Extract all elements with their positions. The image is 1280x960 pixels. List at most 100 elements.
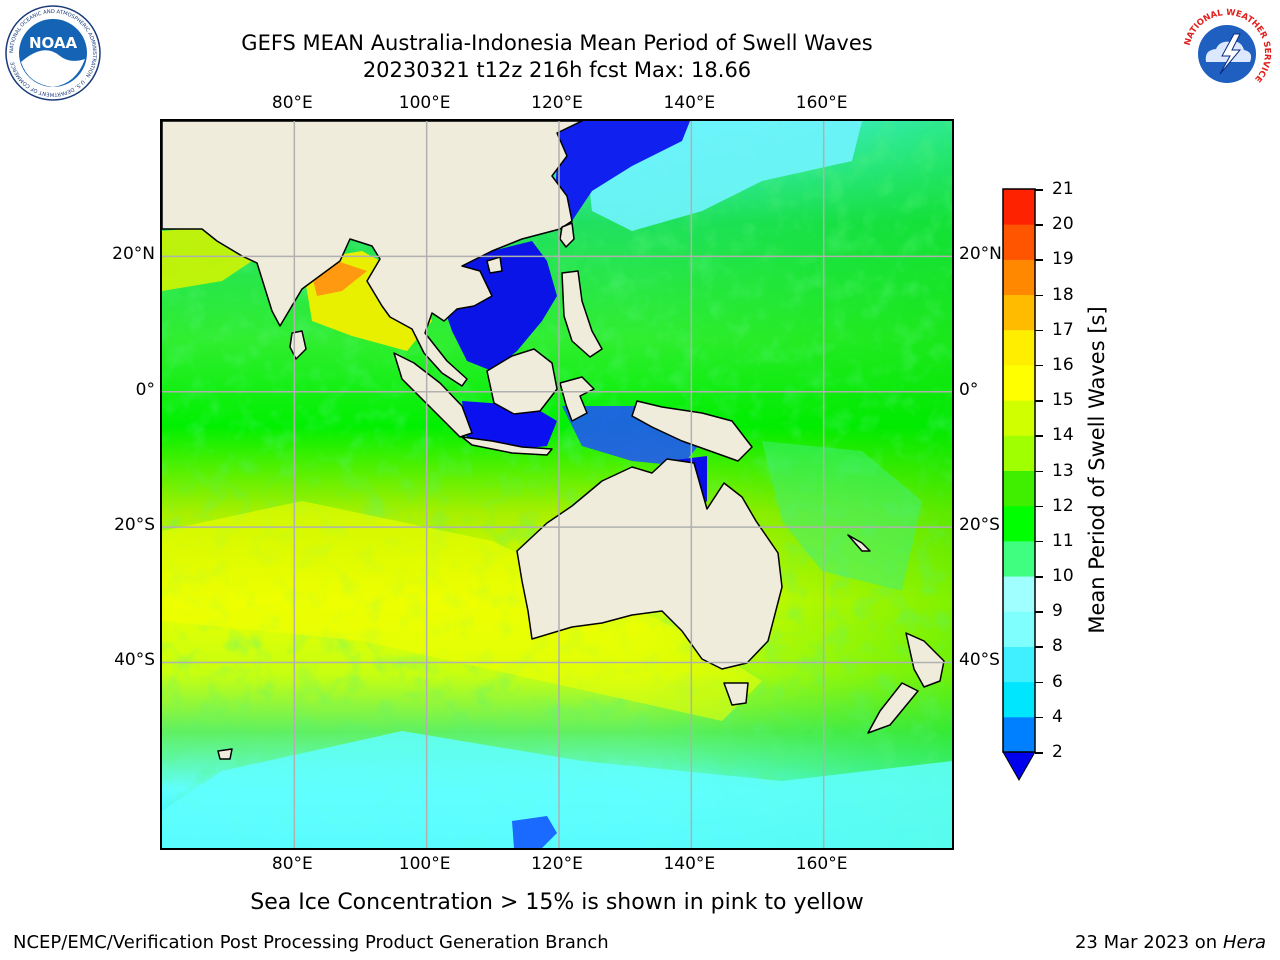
colorbar-tick-mark — [1035, 294, 1043, 297]
land-hainan — [486, 256, 503, 274]
land-new-zealand-north — [905, 632, 945, 688]
lon-tick-label-top: 120°E — [531, 93, 583, 113]
swell-patch-coral-sea — [762, 441, 922, 591]
swell-patch-southern-ocean-cyan — [162, 731, 952, 848]
colorbar-tick-mark — [1035, 400, 1043, 402]
colorbar-tick-mark — [1035, 681, 1043, 684]
lat-tick-label-right: 20°N — [959, 244, 1002, 265]
colorbar-under-triangle — [1002, 751, 1036, 782]
land-new-caledonia — [847, 534, 871, 552]
colorbar-tick-mark — [1035, 752, 1043, 754]
land-tasmania — [723, 682, 749, 706]
lon-tick-label-bottom: 160°E — [795, 854, 848, 874]
lat-tick-label-right: 40°S — [959, 650, 1000, 671]
colorbar-bin — [1003, 716, 1035, 753]
lat-tick-label-left: 40°S — [114, 650, 155, 671]
swell-patch-east-china-sea — [547, 121, 690, 221]
colorbar-tick-mark — [1035, 224, 1043, 226]
colorbar-tick-mark — [1035, 470, 1043, 472]
colorbar-bin — [1003, 646, 1035, 683]
run-host: Hera — [1222, 932, 1266, 953]
swell-period-map — [162, 121, 952, 848]
land-borneo — [486, 348, 558, 415]
swell-patch-java-sea — [462, 401, 557, 451]
colorbar-tick-label: 16 — [1052, 354, 1074, 375]
colorbar-tick-label: 20 — [1052, 214, 1074, 235]
colorbar-bin — [1003, 470, 1035, 507]
colorbar-tick-label: 6 — [1052, 671, 1063, 692]
colorbar-tick-mark — [1035, 259, 1043, 261]
colorbar-tick-mark — [1035, 540, 1043, 543]
colorbar-bin — [1003, 329, 1035, 366]
colorbar-bin — [1003, 294, 1035, 331]
swell-patch-southern-ocean-blue — [512, 816, 557, 848]
run-date: 23 Mar 2023 on Hera — [1075, 932, 1266, 953]
colorbar-tick-label: 17 — [1052, 319, 1074, 340]
colorbar-tick-mark — [1035, 576, 1043, 578]
colorbar-bin — [1003, 505, 1035, 542]
colorbar-bin — [1003, 435, 1035, 471]
colorbar-bin — [1003, 681, 1035, 718]
colorbar-tick-label: 12 — [1052, 495, 1074, 516]
colorbar-tick-mark — [1035, 716, 1043, 719]
land-new-zealand-south — [867, 682, 919, 734]
colorbar-tick-mark — [1035, 611, 1043, 613]
lon-tick-label-bottom: 80°E — [271, 854, 313, 874]
colorbar-tick-label: 21 — [1052, 179, 1074, 199]
land-taiwan — [559, 222, 575, 248]
lat-tick-label-left: 0° — [135, 379, 155, 400]
land-kerguelen — [217, 748, 233, 760]
lat-tick-label-left: 20°S — [114, 515, 155, 536]
colorbar-tick-mark — [1035, 364, 1043, 367]
colorbar-bin — [1003, 400, 1035, 436]
land-java — [461, 436, 553, 456]
sea-ice-footnote: Sea Ice Concentration > 15% is shown in … — [250, 890, 864, 915]
lon-tick-label-top: 160°E — [795, 93, 848, 113]
colorbar-tick-label: 4 — [1052, 706, 1063, 727]
colorbar-tick-label: 14 — [1052, 425, 1074, 446]
swell-patch-southern-indian-yellow — [162, 501, 762, 721]
colorbar-tick-label: 9 — [1052, 601, 1063, 622]
lat-tick-label-left: 20°N — [112, 244, 155, 265]
graticule — [162, 121, 952, 848]
lon-tick-label-bottom: 100°E — [398, 854, 451, 874]
colorbar-bin — [1003, 224, 1035, 260]
colorbar-tick-label: 15 — [1052, 390, 1074, 411]
colorbar-tick-label: 10 — [1052, 566, 1074, 587]
colorbar-bin — [1003, 364, 1035, 401]
colorbar-tick-mark — [1035, 189, 1043, 191]
colorbar-tick-mark — [1035, 505, 1043, 508]
map-subtitle: 20230321 t12z 216h fcst Max: 18.66 — [362, 58, 752, 82]
land-sulawesi — [559, 376, 595, 422]
colorbar-bin — [1003, 611, 1035, 647]
colorbar-tick-mark — [1035, 435, 1043, 437]
colorbar-tick-mark — [1035, 329, 1043, 332]
lon-tick-label-top: 140°E — [663, 93, 716, 113]
credit-line: NCEP/EMC/Verification Post Processing Pr… — [13, 932, 609, 953]
lon-tick-label-bottom: 140°E — [663, 854, 716, 874]
colorbar-tick-label: 8 — [1052, 636, 1063, 657]
colorbar-bin — [1003, 189, 1035, 225]
colorbar-tick-mark — [1035, 646, 1043, 648]
colorbar-bin — [1003, 576, 1035, 612]
map-title: GEFS MEAN Australia-Indonesia Mean Perio… — [241, 31, 873, 55]
lon-tick-label-top: 80°E — [271, 93, 313, 113]
lat-tick-label-right: 0° — [959, 379, 979, 400]
nws-logo: NATIONAL WEATHER SERVICE — [1180, 6, 1274, 100]
colorbar-tick-label: 11 — [1052, 530, 1074, 551]
lat-tick-label-right: 20°S — [959, 515, 1000, 536]
colorbar-tick-label: 19 — [1052, 249, 1074, 270]
land-australia — [516, 458, 783, 670]
colorbar-tick-label: 18 — [1052, 284, 1074, 305]
colorbar-bin — [1003, 259, 1035, 296]
noaa-logo: NATIONAL OCEANIC AND ATMOSPHERIC ADMINIS… — [5, 5, 101, 101]
land-philippines — [561, 270, 603, 358]
colorbar — [1002, 188, 1036, 782]
colorbar-tick-label: 13 — [1052, 460, 1074, 481]
colorbar-tick-label: 2 — [1052, 742, 1063, 762]
run-date-text: 23 Mar 2023 on — [1074, 932, 1218, 953]
lon-tick-label-bottom: 120°E — [531, 854, 583, 874]
map-panel — [160, 119, 954, 850]
lon-tick-label-top: 100°E — [398, 93, 451, 113]
land-sumatra — [393, 352, 473, 438]
